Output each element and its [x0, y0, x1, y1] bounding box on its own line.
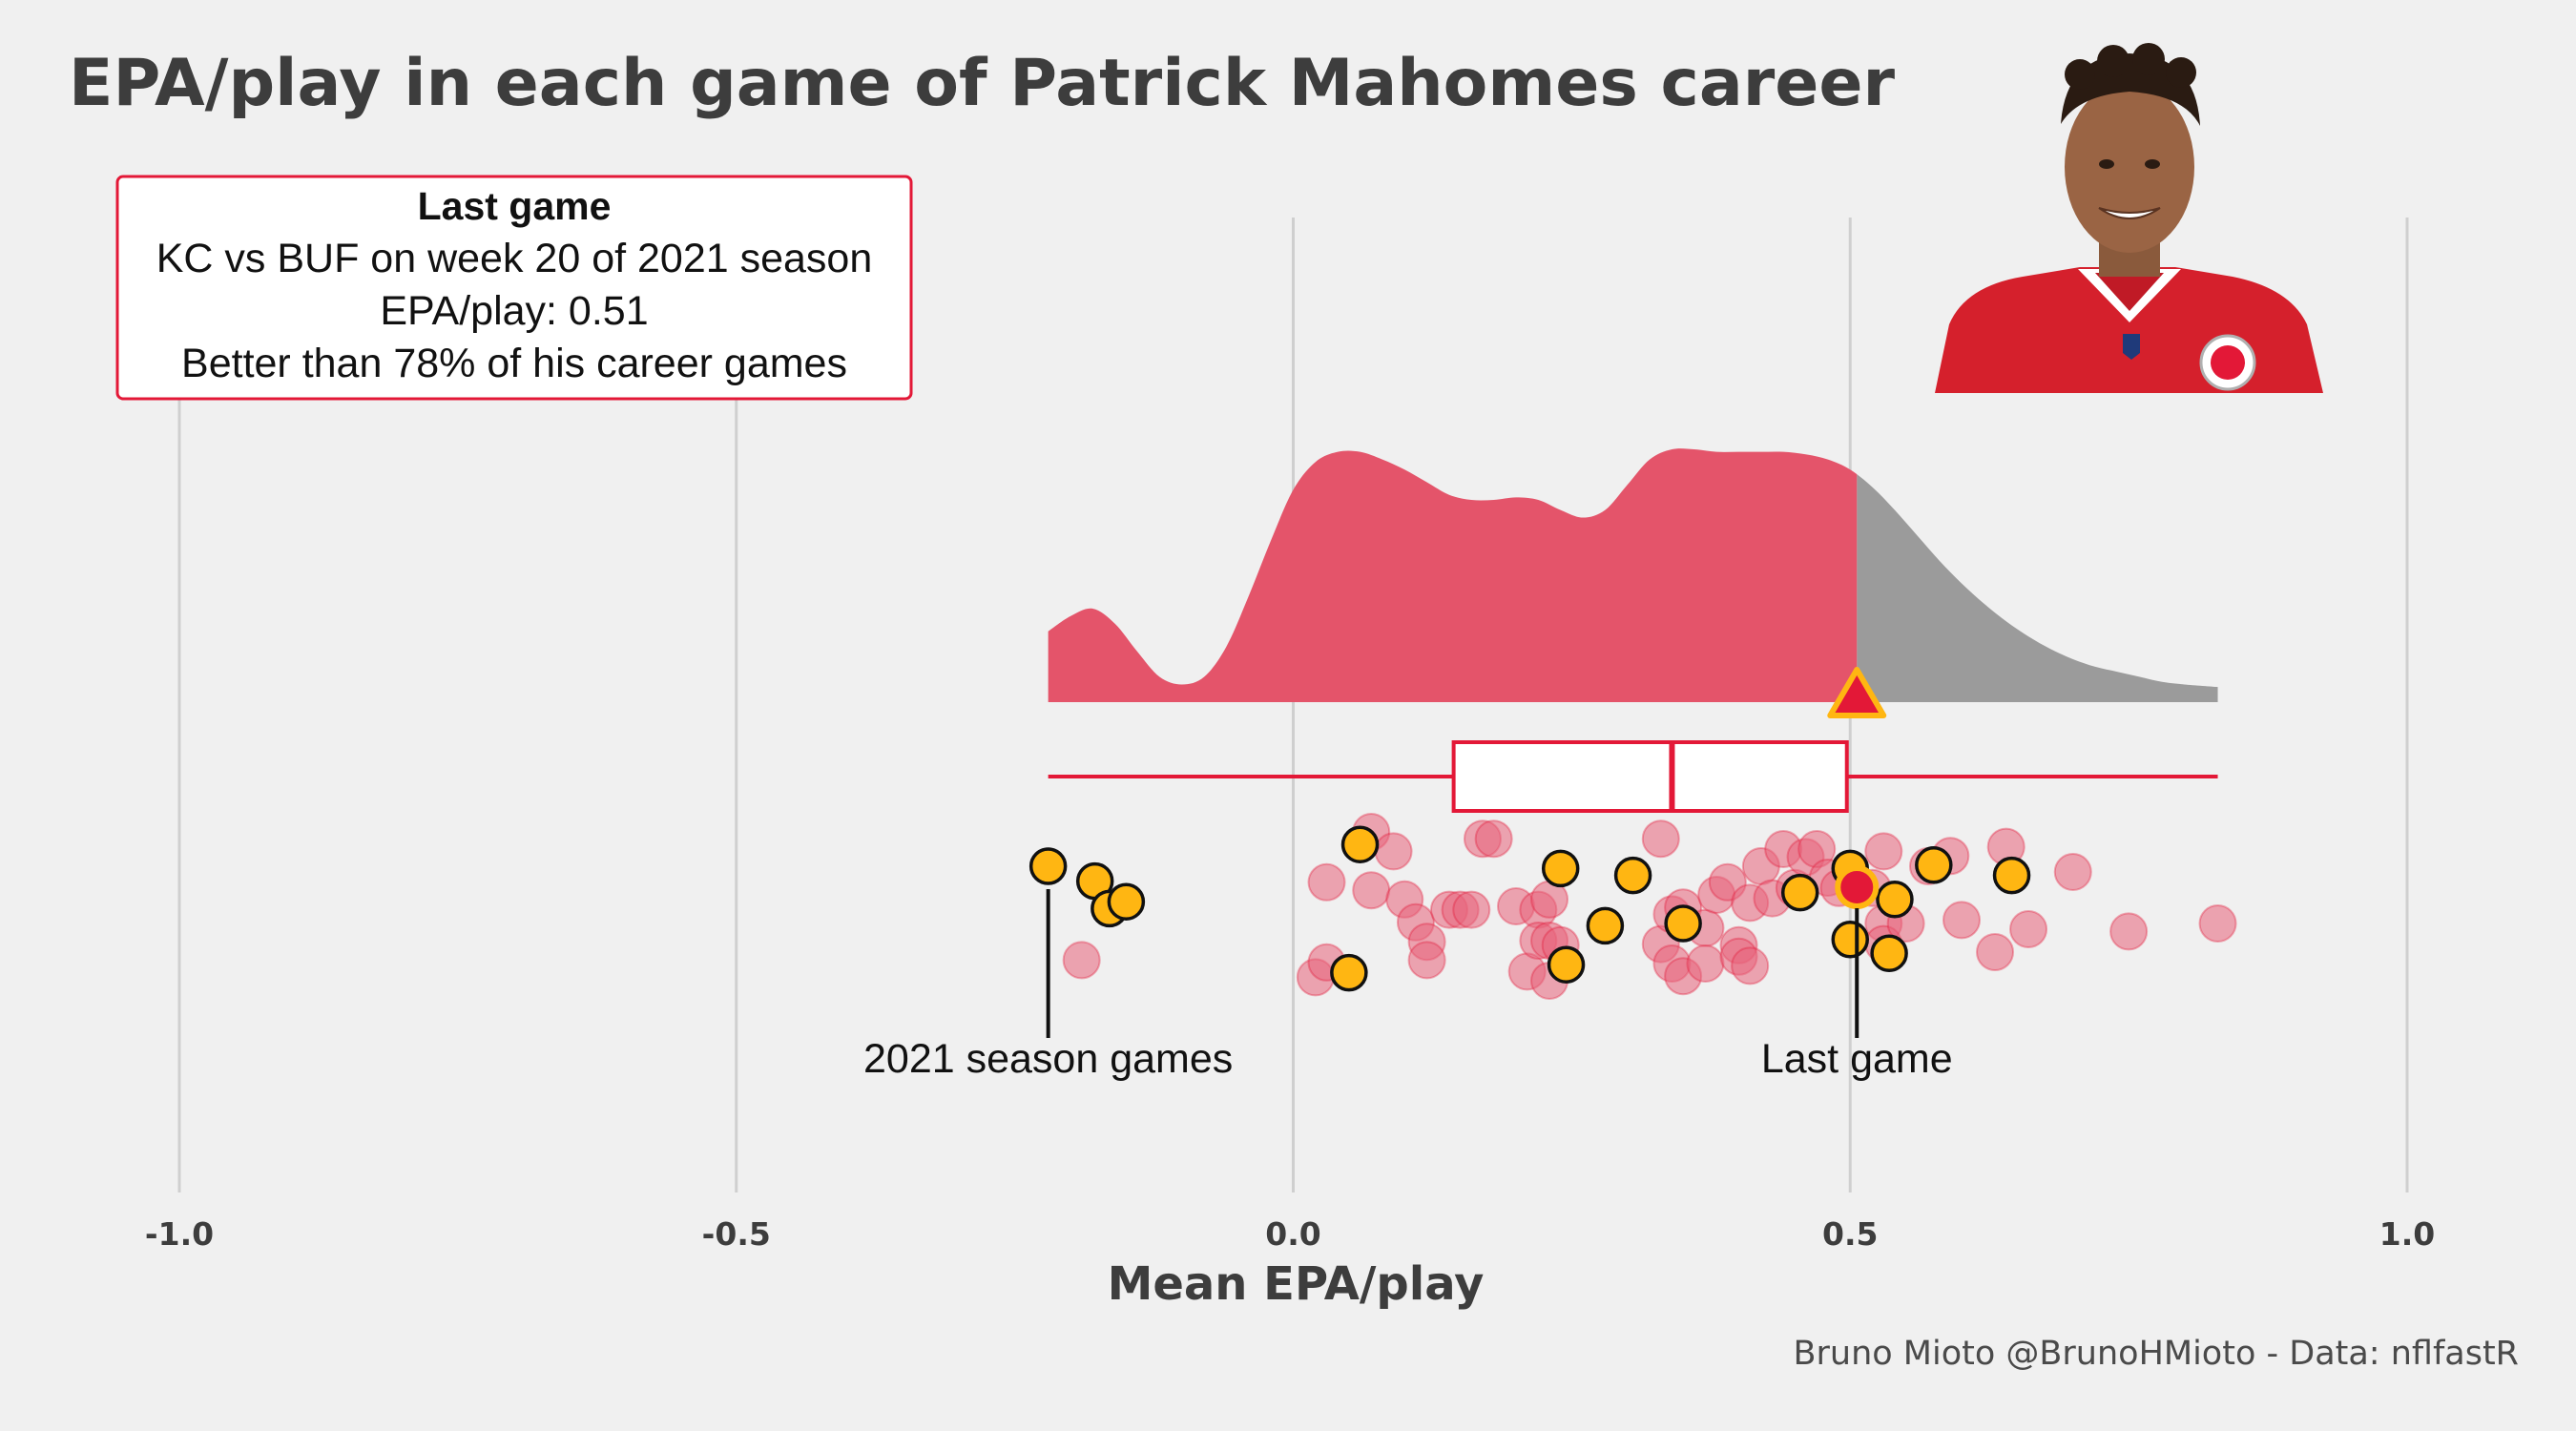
season-2021-game-point [1780, 873, 1819, 912]
career-game-point [2109, 912, 2149, 951]
boxplot [1048, 667, 2218, 813]
career-game-point [2198, 904, 2237, 943]
career-game-point [1976, 933, 2015, 971]
last-game-annotation-label: Last game [1761, 1036, 1953, 1082]
career-game-point [1864, 832, 1903, 871]
last-game-marker [1827, 667, 1887, 718]
x-tick-label: 0.0 [1265, 1215, 1320, 1253]
season-2021-game-point [1028, 847, 1068, 885]
season-2021-game-point [1870, 934, 1908, 972]
career-game-point [1452, 890, 1491, 929]
career-game-point [1352, 871, 1391, 910]
density-below-last-game [1048, 448, 1858, 702]
x-axis-ticks: -1.0 -0.5 0.0 0.5 1.0 [145, 1215, 2435, 1253]
career-game-point [1307, 862, 1346, 902]
chart-title: EPA/play in each game of Patrick Mahomes… [69, 46, 1895, 121]
career-game-point [2053, 853, 2092, 891]
x-tick-label: 1.0 [2379, 1215, 2435, 1253]
info-box-percentile: Better than 78% of his career games [181, 341, 847, 386]
season-2021-game-point [1586, 906, 1625, 945]
density-above-last-game [1857, 474, 2218, 702]
season-2021-game-point [1107, 882, 1146, 921]
career-game-point [1374, 832, 1413, 871]
career-game-point [1062, 941, 1101, 980]
last-game-point [1835, 865, 1880, 909]
info-box-heading: Last game [418, 184, 612, 228]
career-game-point [1686, 944, 1725, 983]
x-tick-label: 0.5 [1822, 1215, 1878, 1253]
player-headshot [1935, 43, 2323, 393]
info-box-matchup: KC vs BUF on week 20 of 2021 season [156, 236, 873, 281]
chart-caption: Bruno Mioto @BrunoHMioto - Data: nflfast… [1793, 1335, 2519, 1373]
season-2021-game-point [1613, 856, 1652, 895]
season-annotation-label: 2021 season games [863, 1036, 1233, 1082]
season-2021-game-point [1547, 945, 1586, 984]
game-points [1028, 813, 2237, 1000]
last-game-info-box: Last game KC vs BUF on week 20 of 2021 s… [115, 175, 913, 401]
x-tick-label: -0.5 [702, 1215, 771, 1253]
season-2021-game-point [1330, 953, 1368, 992]
season-2021-game-point [1340, 825, 1380, 863]
season-2021-game-point [1915, 846, 1953, 884]
x-tick-label: -1.0 [145, 1215, 214, 1253]
career-game-point [1641, 819, 1680, 859]
career-game-point [1731, 946, 1770, 985]
box-iqr [1451, 740, 1849, 813]
info-box-epa: EPA/play: 0.51 [380, 288, 648, 334]
x-axis-title: Mean EPA/play [1108, 1257, 1485, 1311]
season-2021-game-point [1831, 921, 1869, 959]
career-game-point [1474, 819, 1513, 859]
season-2021-game-point [1541, 849, 1580, 888]
career-game-point [1942, 901, 1981, 940]
season-2021-game-point [1992, 856, 2031, 895]
season-2021-game-point [1876, 881, 1914, 919]
annotations: 2021 season games Last game [863, 889, 1953, 1082]
career-game-point [1407, 941, 1446, 980]
career-game-point [2009, 910, 2048, 948]
density-cloud [1048, 448, 2218, 702]
season-2021-game-point [1664, 904, 1702, 943]
